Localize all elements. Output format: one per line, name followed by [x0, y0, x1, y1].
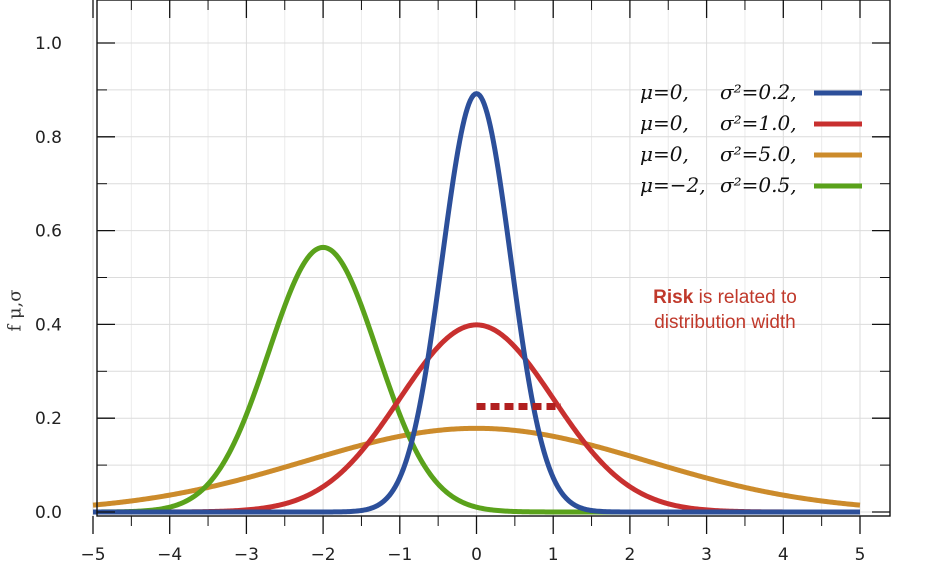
risk-annotation-text: is related to distribution width [654, 287, 797, 333]
x-tick-label: 3 [701, 545, 712, 565]
legend-mu-3: μ=−2, [640, 173, 706, 197]
curve-0 [92, 91, 861, 515]
y-tick-label: 0.4 [35, 315, 62, 335]
y-axis-label: f μ,σ [4, 289, 26, 332]
x-tick-label: 0 [471, 545, 482, 565]
legend-mu-1: μ=0, [640, 111, 689, 135]
x-tick-label: 5 [855, 545, 866, 565]
x-tick-label: −3 [234, 545, 259, 565]
distribution-curves [92, 91, 861, 515]
x-tick-label: −2 [311, 545, 336, 565]
x-tick-label: 1 [548, 545, 559, 565]
axis-ticks [92, 0, 890, 534]
x-tick-label: 2 [624, 545, 635, 565]
risk-annotation: Risk is related to distribution width [640, 285, 810, 335]
legend-var-0: σ²=0.2, [720, 80, 797, 104]
risk-annotation-bold: Risk [653, 287, 694, 308]
plot-frame [96, 0, 891, 517]
legend-var-2: σ²=5.0, [720, 142, 797, 166]
grid-lines [92, 0, 890, 516]
x-tick-label: 4 [778, 545, 789, 565]
curve-2 [92, 425, 861, 508]
y-tick-label: 0.6 [35, 222, 62, 242]
y-tick-label: 0.2 [35, 409, 62, 429]
x-tick-label: −1 [387, 545, 412, 565]
legend: μ=0, σ²=0.2, μ=0, σ²=1.0, μ=0, σ²=5.0, μ=−2, σ²… [640, 80, 862, 197]
legend-var-3: σ²=0.5, [720, 173, 797, 197]
legend-mu-0: μ=0, [640, 80, 689, 104]
y-tick-label: 1.0 [35, 34, 62, 54]
x-tick-label: −5 [80, 545, 105, 565]
x-tick-label: −4 [157, 545, 182, 565]
y-tick-label: 0.8 [35, 128, 62, 148]
legend-var-1: σ²=1.0, [720, 111, 797, 135]
y-tick-label: 0.0 [35, 503, 62, 523]
legend-mu-2: μ=0, [640, 142, 689, 166]
tick-labels: −5 −4 −3 −2 −1 0 1 2 3 4 5 0.0 0.2 0.4 0.6 0.8 1.0 [35, 34, 865, 565]
